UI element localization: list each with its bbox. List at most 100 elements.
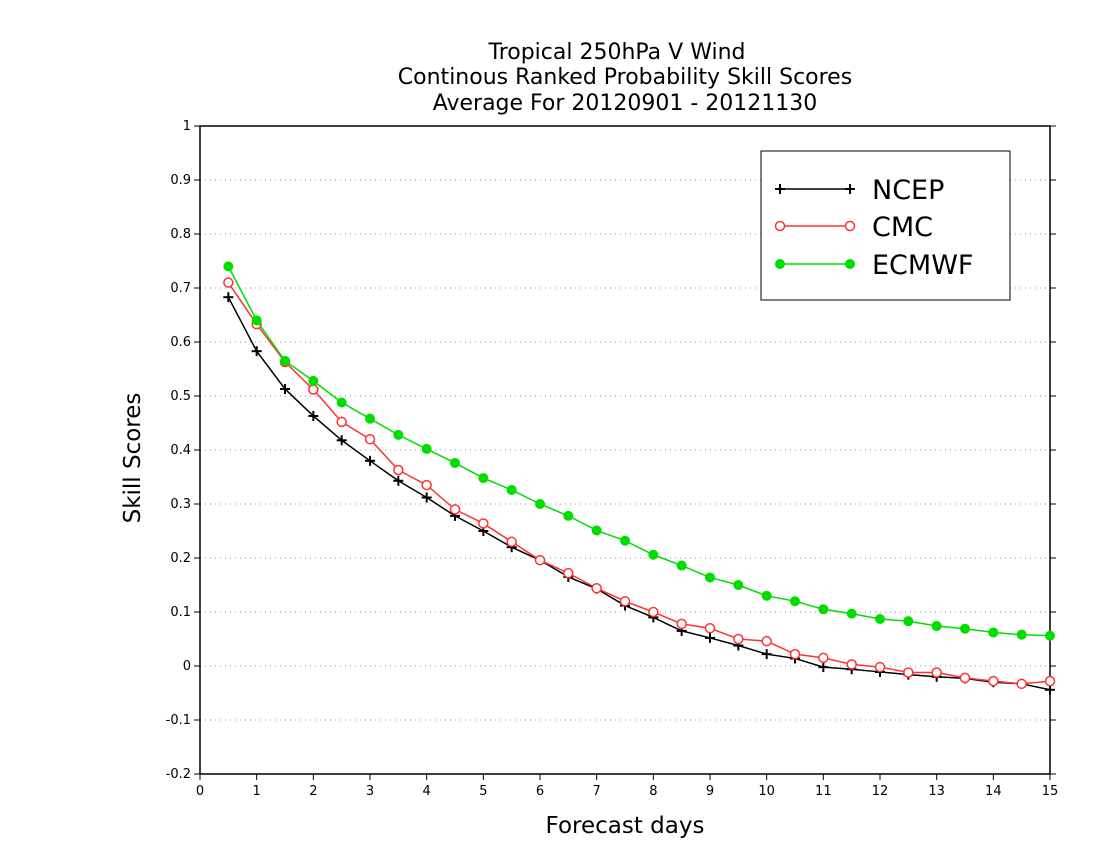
- data-point-ecmwf: [931, 621, 942, 632]
- data-point-cmc: [364, 433, 376, 445]
- legend-item-cmc: CMC: [774, 212, 933, 243]
- data-point-ncep: [365, 455, 375, 466]
- legend: NCEP CMC ECMWF: [760, 150, 1011, 301]
- data-point-cmc: [931, 667, 942, 678]
- data-point-ncep: [223, 292, 234, 303]
- series-ecmwf: [223, 261, 1055, 641]
- legend-marker-ecmwf: [775, 259, 785, 269]
- legend-marker-ncep: [845, 184, 855, 194]
- x-tick-label: 15: [1042, 784, 1059, 799]
- data-point-ncep: [421, 492, 432, 503]
- data-point-cmc: [903, 667, 914, 678]
- data-point-ecmwf: [988, 627, 999, 638]
- data-point-ecmwf: [336, 397, 347, 408]
- data-point-cmc: [619, 595, 631, 607]
- data-point-ncep: [705, 632, 715, 643]
- x-tick-label: 11: [815, 784, 832, 799]
- data-point-ecmwf: [676, 560, 687, 571]
- data-point-ecmwf: [251, 315, 262, 326]
- data-point-ecmwf: [846, 608, 857, 619]
- data-point-ncep: [308, 410, 319, 421]
- data-point-ncep: [1045, 684, 1055, 695]
- data-point-ncep: [280, 383, 290, 394]
- y-tick-label: 0.4: [170, 443, 191, 458]
- legend-marker-cmc: [844, 220, 856, 232]
- data-point-ncep: [818, 662, 829, 673]
- data-point-cmc: [1016, 678, 1027, 690]
- data-point-ecmwf: [620, 535, 630, 546]
- data-point-cmc: [478, 518, 489, 529]
- data-point-cmc: [449, 504, 461, 515]
- x-tick-label: 12: [872, 784, 889, 799]
- data-point-cmc: [393, 464, 404, 476]
- data-point-cmc: [1044, 675, 1056, 687]
- data-point-ecmwf: [308, 375, 319, 386]
- x-tick-label: 1: [253, 784, 261, 799]
- data-point-cmc: [874, 661, 886, 673]
- y-tick-label: 0.6: [170, 335, 191, 350]
- data-point-ecmwf: [875, 614, 885, 625]
- x-tick-label: 10: [758, 784, 775, 799]
- legend-label-ncep: NCEP: [872, 175, 944, 206]
- x-tick-label: 13: [928, 784, 945, 799]
- x-tick-label: 8: [649, 784, 657, 799]
- series-line-ecmwf: [227, 266, 1051, 637]
- data-point-ecmwf: [223, 261, 234, 272]
- legend-marker-cmc: [774, 220, 786, 232]
- data-point-ecmwf: [393, 429, 404, 440]
- x-tick-label: 3: [366, 784, 374, 799]
- legend-marker-ecmwf: [845, 259, 855, 269]
- y-tick-label: 1: [183, 119, 191, 134]
- series-ncep: [223, 292, 1055, 695]
- data-point-cmc: [336, 416, 347, 428]
- data-point-cmc: [818, 652, 829, 664]
- legend-marker-ncep: [775, 184, 785, 194]
- y-tick-label: 0.2: [170, 551, 191, 566]
- data-point-ncep: [336, 435, 347, 446]
- legend-item-ecmwf: ECMWF: [775, 250, 973, 281]
- y-tick-label: 0.5: [170, 389, 191, 404]
- data-point-ncep: [761, 649, 772, 660]
- series-cmc: [223, 277, 1056, 690]
- legend-label-ecmwf: ECMWF: [872, 250, 973, 281]
- y-tick-label: 0.9: [170, 173, 191, 188]
- data-point-ecmwf: [733, 580, 744, 590]
- data-point-cmc: [733, 633, 744, 645]
- data-point-ecmwf: [421, 443, 432, 454]
- y-tick-label: 0.1: [170, 605, 191, 620]
- data-point-ecmwf: [535, 499, 545, 509]
- data-point-cmc: [959, 672, 971, 684]
- data-point-ecmwf: [648, 549, 659, 560]
- data-point-ecmwf: [818, 604, 829, 615]
- data-series: [223, 261, 1056, 695]
- title-line-2: Continous Ranked Probability Skill Score…: [398, 65, 852, 90]
- x-tick-label: 2: [309, 784, 317, 799]
- data-point-ecmwf: [960, 623, 970, 634]
- series-line-ncep: [227, 296, 1051, 691]
- data-point-ecmwf: [280, 355, 290, 366]
- data-point-cmc: [534, 554, 546, 566]
- data-point-cmc: [846, 659, 857, 670]
- legend-label-cmc: CMC: [872, 212, 933, 243]
- data-point-cmc: [676, 618, 687, 630]
- title-line-3: Average For 20120901 - 20121130: [433, 91, 818, 116]
- data-point-ecmwf: [506, 484, 517, 495]
- data-point-ncep: [251, 346, 262, 357]
- data-point-ecmwf: [450, 457, 460, 468]
- y-tick-label: -0.1: [166, 713, 191, 728]
- data-point-cmc: [308, 384, 319, 395]
- data-point-ecmwf: [1045, 630, 1055, 641]
- y-tick-label: 0: [183, 659, 191, 674]
- data-point-cmc: [988, 675, 999, 687]
- data-point-ecmwf: [761, 590, 772, 601]
- x-tick-label: 6: [536, 784, 544, 799]
- data-point-cmc: [648, 606, 659, 618]
- data-point-ecmwf: [705, 572, 715, 583]
- y-tick-label: 0.8: [170, 227, 191, 242]
- data-point-ecmwf: [478, 473, 489, 484]
- data-point-cmc: [789, 648, 801, 660]
- x-axis-title: Forecast days: [546, 813, 705, 839]
- data-point-cmc: [563, 567, 574, 579]
- x-tick-label: 9: [706, 784, 714, 799]
